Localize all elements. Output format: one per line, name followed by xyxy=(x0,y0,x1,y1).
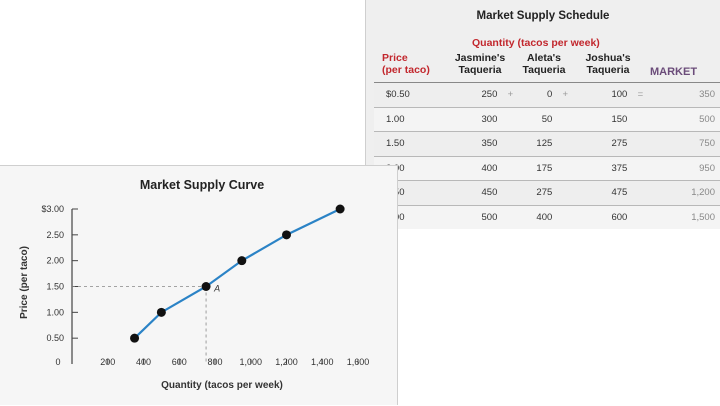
table-cell-op2: + xyxy=(552,82,579,107)
table-cell-a: 0 xyxy=(523,82,553,107)
supply-curve-line xyxy=(133,208,341,339)
seller-header-aleta-line2: Taqueria xyxy=(522,64,566,76)
price-header-line1: Price xyxy=(382,52,408,64)
y-axis-label: Price (per taco) xyxy=(19,246,30,319)
table-cell-j: 500 xyxy=(442,204,498,229)
price-header-line2: (per taco) xyxy=(382,64,430,76)
table-cell-op1: + xyxy=(497,82,524,107)
origin-label: 0 xyxy=(55,357,60,367)
x-tick-label: 400 xyxy=(136,357,151,367)
table-cell-jo: 275 xyxy=(578,131,628,156)
schedule-title: Market Supply Schedule xyxy=(476,10,610,22)
table-cell-op2 xyxy=(552,204,579,229)
table-cell-a: 125 xyxy=(523,131,553,156)
data-point xyxy=(156,307,166,317)
x-tick-label: 1,400 xyxy=(311,357,334,367)
table-cell-j: 450 xyxy=(442,180,498,205)
supply-table: $0.50 250 +0 +100 = 350 1.00 300 50 150 500 1.50 350… xyxy=(374,82,720,229)
seller-header-joshua: Joshua's Taqueria xyxy=(578,52,638,76)
table-cell-op3: = xyxy=(627,82,654,107)
table-row: 1.50 350 125 275 750 xyxy=(374,131,720,156)
quantity-header: Quantity (tacos per week) xyxy=(472,37,600,49)
seller-header-jasmine-line1: Jasmine's xyxy=(454,52,506,64)
y-tick-label: 1.50 xyxy=(46,282,64,292)
table-row: 1.00 300 50 150 500 xyxy=(374,106,720,132)
seller-header-aleta: Aleta's Taqueria xyxy=(516,52,572,76)
table-cell-j: 350 xyxy=(442,131,498,156)
table-row: 2.00400175375950 xyxy=(374,155,720,181)
supply-curve-panel: Market Supply Curve 0.50 1.00 1.50 2.00 2.50 $… xyxy=(0,165,398,405)
table-cell-j: 250 xyxy=(442,82,498,107)
y-tick-label: $3.00 xyxy=(41,204,64,214)
table-cell-op3 xyxy=(627,180,654,205)
table-cell-jo: 600 xyxy=(578,204,628,229)
seller-header-jasmine: Jasmine's Taqueria xyxy=(450,52,510,76)
y-tick-label: 0.50 xyxy=(46,333,64,343)
x-tick-label: 800 xyxy=(207,357,222,367)
data-point xyxy=(335,204,345,214)
table-cell-a: 50 xyxy=(523,106,553,132)
seller-header-joshua-line1: Joshua's xyxy=(585,52,631,64)
table-cell-op3 xyxy=(627,106,654,132)
x-axis-label: Quantity (tacos per week) xyxy=(161,380,283,391)
supply-curve-chart: Market Supply Curve 0.50 1.00 1.50 2.00 2.50 $… xyxy=(19,178,370,391)
table-cell-a: 175 xyxy=(523,155,553,181)
table-cell-jo: 375 xyxy=(578,155,628,181)
table-cell-j: 300 xyxy=(442,106,498,132)
table-cell-price: 1.00 xyxy=(374,106,443,132)
y-tick-label: 2.00 xyxy=(46,256,64,266)
table-cell-jo: 100 xyxy=(578,82,628,107)
y-tick-label: 1.00 xyxy=(46,307,64,317)
table-cell-j: 400 xyxy=(442,155,498,181)
table-cell-price: $0.50 xyxy=(374,82,443,107)
market-header: MARKET xyxy=(650,66,698,78)
data-point xyxy=(282,230,291,240)
table-cell-market: 1,200 xyxy=(653,180,720,205)
table-row: $0.50 250 +0 +100 = 350 xyxy=(374,82,720,107)
x-tick-label: 1,200 xyxy=(275,357,298,367)
table-cell-market: 1,500 xyxy=(653,204,720,229)
supply-schedule-panel: Market Supply Schedule Price (per taco) … xyxy=(365,0,720,229)
table-cell-op2 xyxy=(552,155,579,181)
table-cell-op2 xyxy=(552,180,579,205)
table-cell-jo: 475 xyxy=(578,180,628,205)
table-cell-op2 xyxy=(552,131,579,156)
x-tick-label: 1,600 xyxy=(347,357,370,367)
table-cell-a: 275 xyxy=(523,180,553,205)
table-cell-market: 500 xyxy=(653,106,720,132)
x-tick-label: 600 xyxy=(172,357,187,367)
data-point xyxy=(201,282,211,291)
table-cell-op3 xyxy=(627,155,654,181)
x-tick-label: 200 xyxy=(100,357,115,367)
price-header: Price (per taco) xyxy=(382,52,430,76)
chart-title: Market Supply Curve xyxy=(140,178,264,192)
annotation-label: A xyxy=(213,284,220,294)
table-cell-op1 xyxy=(497,204,524,229)
seller-header-jasmine-line2: Taqueria xyxy=(458,64,502,76)
seller-header-aleta-line1: Aleta's xyxy=(526,52,561,64)
data-point xyxy=(237,256,247,266)
table-cell-op2 xyxy=(552,106,579,132)
table-cell-op1 xyxy=(497,155,524,181)
table-cell-market: 950 xyxy=(653,155,720,181)
table-cell-op3 xyxy=(627,131,654,156)
data-point xyxy=(130,333,140,343)
table-cell-op3 xyxy=(627,204,654,229)
table-cell-price: 1.50 xyxy=(374,131,443,156)
table-cell-market: 350 xyxy=(653,82,720,107)
seller-header-joshua-line2: Taqueria xyxy=(586,64,630,76)
y-tick-label: 2.50 xyxy=(46,230,64,240)
table-cell-jo: 150 xyxy=(578,106,628,132)
x-tick-label: 1,000 xyxy=(239,357,262,367)
table-cell-market: 750 xyxy=(653,131,720,156)
table-cell-op1 xyxy=(497,131,524,156)
table-cell-op1 xyxy=(497,180,524,205)
table-cell-a: 400 xyxy=(523,204,553,229)
table-cell-op1 xyxy=(497,106,524,132)
